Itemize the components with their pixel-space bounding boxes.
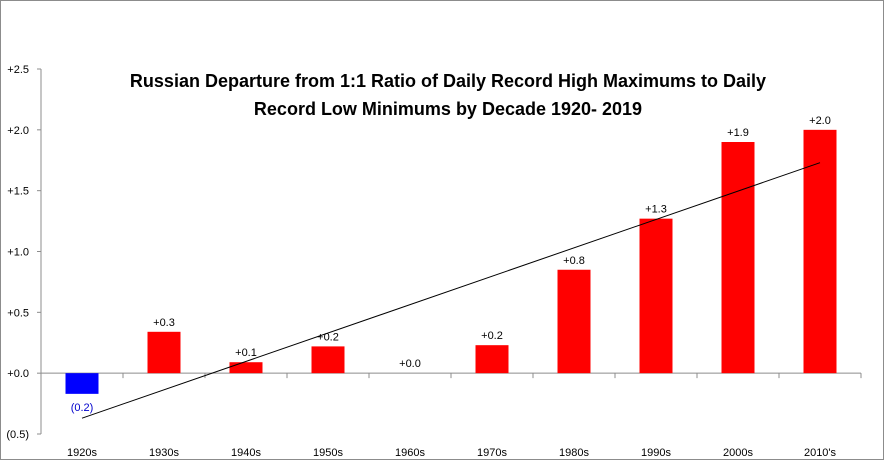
chart-title-line-2: Record Low Minimums by Decade 1920- 2019 <box>254 99 642 119</box>
y-tick-label: +2.5 <box>7 64 29 76</box>
x-tick-label: 1930s <box>149 447 179 459</box>
data-label: +1.9 <box>727 127 749 139</box>
data-label: +0.3 <box>153 317 175 329</box>
trendline <box>81 162 821 419</box>
data-label: +1.3 <box>645 204 667 216</box>
bar <box>721 142 755 374</box>
data-label: (0.2) <box>71 402 94 414</box>
x-tick-label: 1920s <box>67 447 97 459</box>
x-tick-label: 1950s <box>313 447 343 459</box>
bar <box>803 129 837 374</box>
bar <box>229 362 263 374</box>
bar <box>65 373 99 394</box>
chart-title-line-1: Russian Departure from 1:1 Ratio of Dail… <box>130 71 766 91</box>
axes-group: (0.5) +0.0 +0.5 +1.0 +1.5 +2.0 +2.5 1920s 1930s 1… <box>6 64 862 459</box>
y-tick-label: (0.5) <box>6 429 29 441</box>
y-tick-label: +0.0 <box>7 368 29 380</box>
bars-group <box>65 129 837 394</box>
y-tick-label: +2.0 <box>7 125 29 137</box>
x-tick-label: 1980s <box>559 447 589 459</box>
bar <box>557 269 591 374</box>
bar <box>475 345 509 374</box>
x-tick-label: 2010's <box>804 447 837 459</box>
data-label: +0.1 <box>235 347 257 359</box>
data-label: +0.2 <box>317 331 339 343</box>
data-label: +0.0 <box>399 358 421 370</box>
x-tick-label: 1990s <box>641 447 671 459</box>
x-tick-label: 1960s <box>395 447 425 459</box>
bar <box>311 346 345 374</box>
x-tick-label: 1970s <box>477 447 507 459</box>
x-tick-label: 1940s <box>231 447 261 459</box>
x-tick-label: 2000s <box>723 447 753 459</box>
trendline-group <box>81 162 821 419</box>
data-label: +0.2 <box>481 330 503 342</box>
bar <box>147 331 181 374</box>
y-tick-label: +1.5 <box>7 186 29 198</box>
bar <box>639 218 673 374</box>
y-tick-label: +0.5 <box>7 307 29 319</box>
data-label: +0.8 <box>563 255 585 267</box>
y-tick-label: +1.0 <box>7 247 29 259</box>
data-label: +2.0 <box>809 115 831 127</box>
data-labels-group: (0.2) +0.3 +0.1 +0.2 +0.0 +0.2 +0.8 +1.3 +1.9 +2.… <box>71 115 831 414</box>
